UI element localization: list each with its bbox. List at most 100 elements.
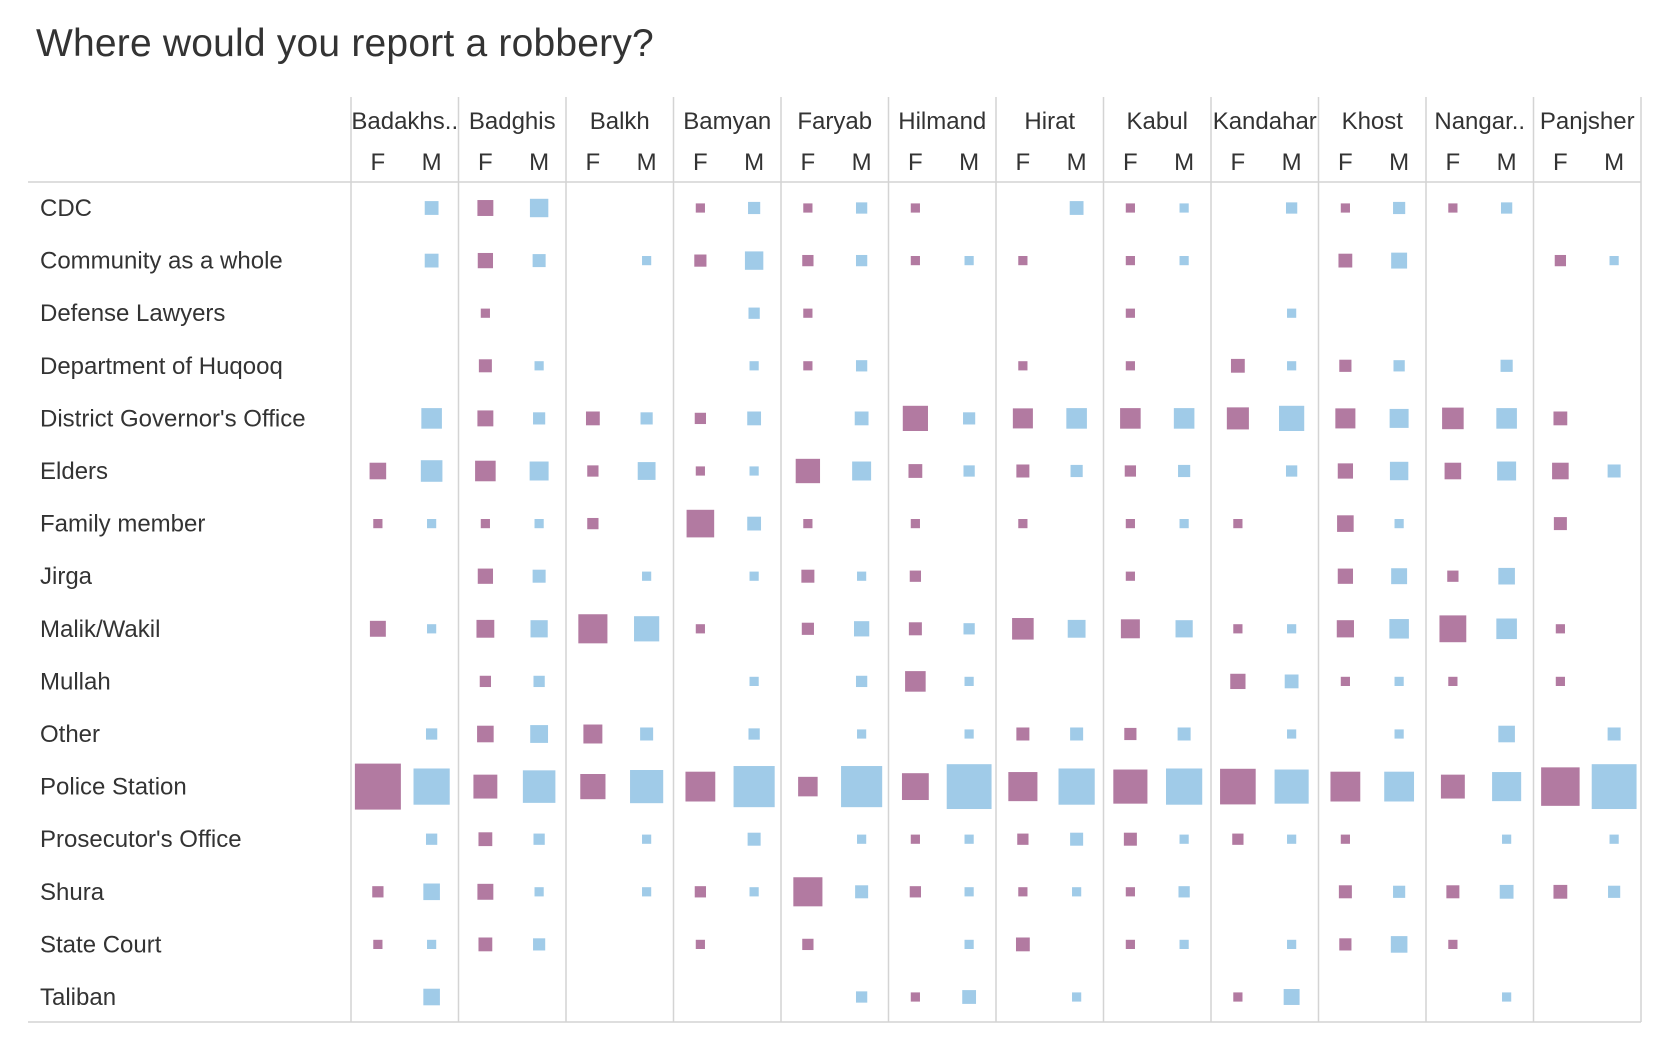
mark-malik-wakil-khost-m xyxy=(1389,619,1409,639)
mark-community-as-a-whole-khost-m xyxy=(1391,252,1408,269)
mark-department-of-huqooq-faryab-m xyxy=(855,360,868,372)
mark-cdc-nangar-f xyxy=(1448,203,1458,213)
mark-malik-wakil-badakhs-f xyxy=(369,620,386,637)
mark-prosecutor-s-office-panjsher-m xyxy=(1609,834,1619,844)
mark-police-station-balkh-m xyxy=(630,770,664,804)
mark-family-member-bamyan-f xyxy=(686,509,715,538)
mark-district-governor-s-office-hilmand-m xyxy=(963,412,976,425)
mark-police-station-bamyan-m xyxy=(733,766,775,808)
mark-cdc-khost-f xyxy=(1340,203,1350,213)
mark-shura-badghis-m xyxy=(534,887,544,897)
mark-state-court-hirat-f xyxy=(1015,937,1030,952)
gender-header-f: F xyxy=(908,149,923,176)
mark-shura-badakhs-m xyxy=(423,883,440,901)
mark-police-station-badghis-m xyxy=(522,770,556,803)
mark-department-of-huqooq-badghis-f xyxy=(478,359,492,373)
gender-header-f: F xyxy=(371,149,386,176)
mark-jirga-badghis-m xyxy=(532,569,546,583)
mark-defense-lawyers-kabul-f xyxy=(1125,308,1135,318)
mark-other-hirat-m xyxy=(1070,727,1084,741)
gender-header-m: M xyxy=(1497,149,1517,176)
mark-police-station-hilmand-f xyxy=(901,773,929,801)
mark-district-governor-s-office-khost-f xyxy=(1335,408,1356,429)
mark-community-as-a-whole-faryab-m xyxy=(855,254,868,267)
mark-shura-bamyan-m xyxy=(749,887,759,897)
mark-community-as-a-whole-khost-f xyxy=(1338,253,1353,268)
mark-district-governor-s-office-faryab-m xyxy=(854,411,869,426)
mark-family-member-faryab-f xyxy=(803,519,813,529)
mark-community-as-a-whole-hirat-f xyxy=(1018,256,1028,266)
mark-other-badghis-f xyxy=(477,725,494,743)
mark-elders-bamyan-m xyxy=(749,466,759,476)
mark-elders-faryab-f xyxy=(795,458,821,484)
mark-police-station-nangar-f xyxy=(1440,774,1465,799)
mark-district-governor-s-office-badghis-f xyxy=(477,410,494,427)
mark-department-of-huqooq-kandahar-f xyxy=(1230,358,1245,373)
mark-prosecutor-s-office-hirat-m xyxy=(1070,832,1084,846)
mark-cdc-kabul-f xyxy=(1125,203,1135,213)
mark-cdc-bamyan-f xyxy=(695,203,705,213)
mark-prosecutor-s-office-kabul-m xyxy=(1179,834,1189,844)
mark-defense-lawyers-kandahar-m xyxy=(1287,308,1297,318)
mark-taliban-kandahar-f xyxy=(1233,992,1243,1002)
mark-jirga-khost-m xyxy=(1391,568,1408,585)
mark-elders-kandahar-m xyxy=(1285,465,1298,477)
mark-state-court-bamyan-f xyxy=(695,939,705,949)
mark-police-station-balkh-f xyxy=(580,774,606,800)
mark-police-station-faryab-m xyxy=(841,766,883,808)
mark-police-station-kabul-m xyxy=(1166,768,1203,805)
mark-district-governor-s-office-khost-m xyxy=(1389,408,1409,428)
mark-malik-wakil-faryab-f xyxy=(801,622,814,635)
mark-elders-badakhs-m xyxy=(420,460,443,482)
mark-mullah-faryab-m xyxy=(855,675,868,688)
mark-shura-badghis-f xyxy=(477,883,494,900)
mark-elders-khost-m xyxy=(1389,461,1409,481)
mark-elders-nangar-m xyxy=(1497,461,1517,481)
mark-state-court-kandahar-m xyxy=(1287,939,1297,949)
mark-elders-badghis-f xyxy=(475,460,496,482)
mark-shura-hilmand-m xyxy=(964,887,974,897)
mark-elders-badakhs-f xyxy=(369,462,387,480)
mark-elders-badghis-m xyxy=(529,461,549,481)
gender-header-f: F xyxy=(586,149,601,176)
mark-other-nangar-m xyxy=(1498,725,1515,743)
mark-family-member-badakhs-m xyxy=(427,519,437,529)
mark-malik-wakil-hirat-m xyxy=(1067,619,1086,638)
gender-header-f: F xyxy=(1123,149,1138,176)
mark-police-station-badakhs-m xyxy=(413,768,450,805)
gender-header-f: F xyxy=(1553,149,1568,176)
row-label-other: Other xyxy=(40,721,100,748)
province-header-kabul: Kabul xyxy=(1127,108,1188,135)
mark-defense-lawyers-faryab-f xyxy=(803,308,813,318)
province-header-badghis: Badghis xyxy=(469,108,556,135)
mark-district-governor-s-office-balkh-f xyxy=(585,411,600,426)
gender-header-m: M xyxy=(637,149,657,176)
mark-shura-hilmand-f xyxy=(909,886,922,898)
mark-family-member-bamyan-m xyxy=(747,516,762,531)
mark-district-governor-s-office-bamyan-f xyxy=(694,412,707,425)
mark-state-court-badakhs-m xyxy=(427,939,437,949)
province-header-panjsher: Panjsher xyxy=(1540,108,1635,135)
mark-malik-wakil-badghis-m xyxy=(530,620,548,638)
mark-community-as-a-whole-badghis-f xyxy=(477,252,494,269)
mark-prosecutor-s-office-bamyan-m xyxy=(747,832,761,846)
mark-shura-bamyan-f xyxy=(694,886,707,898)
mark-elders-hilmand-f xyxy=(908,464,923,478)
mark-other-khost-m xyxy=(1394,729,1404,739)
mark-family-member-panjsher-f xyxy=(1553,517,1567,531)
gender-header-m: M xyxy=(1389,149,1409,176)
mark-shura-nangar-m xyxy=(1499,884,1514,899)
mark-family-member-hilmand-f xyxy=(910,519,920,529)
mark-other-bamyan-m xyxy=(748,728,760,740)
row-label-jirga: Jirga xyxy=(40,563,93,590)
province-header-badakhs: Badakhs.. xyxy=(351,108,458,135)
mark-family-member-kabul-f xyxy=(1125,519,1135,529)
mark-defense-lawyers-bamyan-m xyxy=(748,307,760,319)
mark-district-governor-s-office-badakhs-m xyxy=(421,408,442,429)
mark-community-as-a-whole-hilmand-f xyxy=(910,256,920,266)
mark-police-station-khost-f xyxy=(1330,771,1361,802)
mark-malik-wakil-kandahar-m xyxy=(1287,624,1297,634)
mark-cdc-nangar-m xyxy=(1500,202,1513,214)
mark-shura-khost-m xyxy=(1393,885,1406,898)
province-header-hirat: Hirat xyxy=(1024,108,1075,135)
